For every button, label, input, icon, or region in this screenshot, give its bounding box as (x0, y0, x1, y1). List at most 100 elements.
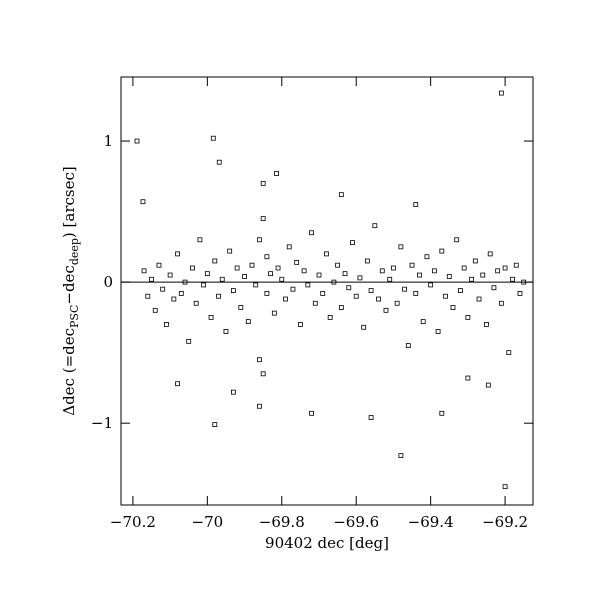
point (242, 274, 247, 279)
x-tick-label: −70 (192, 513, 224, 531)
point (164, 322, 169, 327)
point (275, 265, 281, 271)
y-label-part: −dec (60, 265, 78, 304)
point (413, 290, 419, 296)
y-label-sub: deep (68, 238, 81, 265)
point (335, 262, 341, 268)
point (190, 265, 195, 271)
point (391, 265, 396, 271)
point (216, 159, 222, 165)
point (257, 403, 262, 409)
y-label-part: Δdec (=dec (60, 328, 78, 416)
point (230, 389, 236, 395)
point (279, 276, 285, 282)
point (197, 237, 203, 243)
point (193, 300, 199, 306)
point (350, 240, 355, 246)
point (249, 262, 255, 268)
point (223, 329, 229, 334)
point (208, 314, 214, 320)
point (376, 296, 381, 302)
point (320, 290, 326, 296)
point (398, 244, 404, 250)
point (210, 135, 216, 141)
point (498, 90, 504, 96)
point (253, 282, 259, 288)
point (465, 375, 471, 381)
point (204, 271, 210, 277)
point (394, 300, 400, 306)
point (134, 138, 140, 144)
point (264, 290, 270, 296)
point (484, 322, 489, 327)
y-tick-label: 0 (103, 273, 113, 291)
point (149, 276, 154, 282)
point (178, 290, 184, 296)
point (502, 484, 508, 490)
point (145, 293, 151, 299)
point (446, 274, 452, 279)
point (338, 192, 344, 198)
point (409, 262, 415, 268)
point (439, 410, 445, 416)
point (230, 288, 236, 293)
point (405, 343, 411, 348)
point (274, 171, 279, 176)
point (312, 300, 318, 306)
point (234, 265, 240, 271)
point (431, 268, 437, 274)
point (264, 254, 270, 260)
point (257, 357, 262, 363)
point (521, 279, 527, 285)
y-label-sub: PSC (68, 305, 81, 328)
point (342, 271, 348, 277)
point (175, 251, 180, 257)
x-tick-label: −69.6 (333, 513, 379, 531)
point (495, 268, 501, 274)
point (439, 248, 445, 254)
point (286, 244, 292, 250)
point (245, 319, 251, 325)
point (297, 322, 303, 327)
point (268, 271, 274, 277)
y-label-part: ) [arcsec] (60, 166, 78, 238)
y-tick-label: −1 (91, 414, 113, 432)
point (472, 258, 478, 264)
point (469, 276, 474, 282)
point (517, 290, 523, 296)
point (372, 223, 378, 229)
point (171, 296, 177, 302)
point (485, 382, 491, 388)
point (353, 293, 359, 299)
point (212, 422, 218, 427)
point (368, 288, 374, 293)
point (260, 371, 266, 377)
point (480, 272, 486, 278)
point (450, 305, 456, 310)
point (201, 282, 207, 288)
point (331, 279, 337, 285)
point (346, 285, 352, 291)
point (476, 296, 482, 302)
point (257, 237, 262, 243)
x-axis-label: 90402 dec [deg] (265, 534, 389, 552)
point (309, 410, 314, 416)
point (435, 329, 441, 334)
point (186, 338, 192, 344)
point (361, 324, 367, 330)
point (420, 319, 426, 325)
point (141, 268, 147, 274)
point (461, 265, 467, 271)
point (140, 199, 146, 205)
x-tick-label: −70.2 (110, 513, 156, 531)
point (383, 307, 389, 313)
point (238, 305, 244, 310)
point (290, 286, 296, 292)
point (424, 254, 430, 260)
y-tick-label: 1 (103, 132, 113, 150)
x-tick-label: −69.2 (482, 513, 528, 531)
point (379, 268, 385, 274)
point (316, 272, 322, 278)
